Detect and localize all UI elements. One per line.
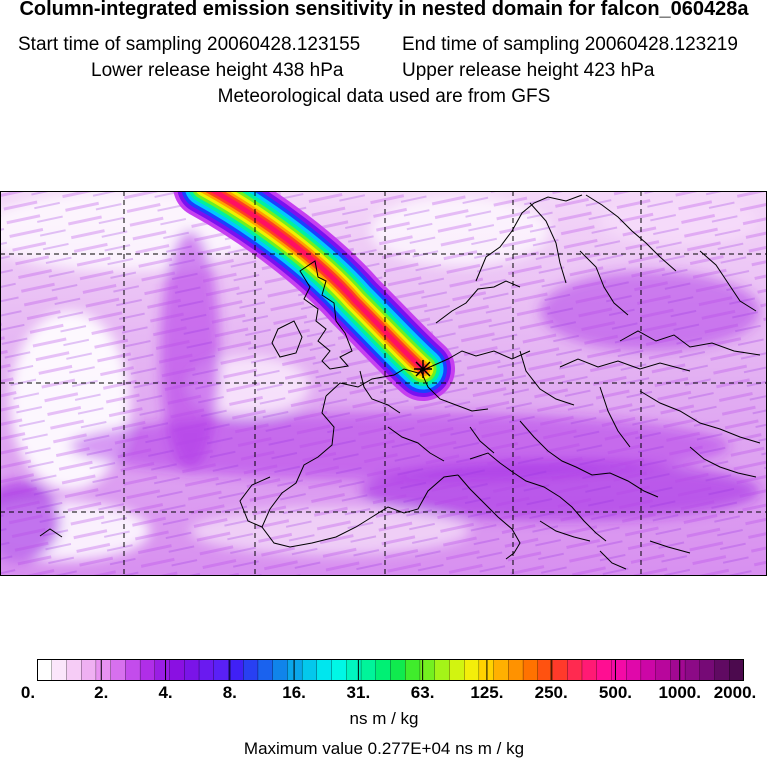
- colorbar-cell: [522, 659, 539, 681]
- release-point-marker: [414, 360, 432, 378]
- plot-title: Column-integrated emission sensitivity i…: [19, 0, 749, 20]
- colorbar-cell: [463, 659, 480, 681]
- colorbar-cell: [581, 659, 598, 681]
- colorbar-cell: [434, 659, 451, 681]
- colorbar-cell: [331, 659, 348, 681]
- colorbar-cell: [125, 659, 141, 681]
- colorbar-cell: [51, 659, 68, 681]
- colorbar-tick-label: 1000.: [658, 683, 701, 702]
- met-data-label: Meteorological data used are from GFS: [217, 86, 551, 107]
- colorbar-tick-label: 16.: [282, 683, 306, 702]
- colorbar-tick-label: 2.: [94, 683, 109, 702]
- colorbar-cell: [110, 659, 127, 681]
- colorbar-cell: [228, 659, 244, 681]
- colorbar-tick-label: 0.: [20, 683, 36, 702]
- colorbar-tick-label: 125.: [470, 683, 504, 702]
- colorbar-cell: [640, 659, 657, 681]
- colorbar-cell: [729, 659, 744, 681]
- maximum-value-label: Maximum value 0.277E+04 ns m / kg: [243, 739, 525, 758]
- colorbar-cell: [375, 659, 392, 681]
- colorbar-tick-label: 8.: [222, 683, 237, 702]
- colorbar-tick-label: 63.: [410, 683, 435, 702]
- colorbar-cell: [390, 659, 406, 681]
- colorbar-cell: [213, 659, 230, 681]
- colorbar-cell: [611, 659, 627, 681]
- colorbar-cell: [198, 659, 215, 681]
- upper-release-height-label: Upper release height 423 hPa: [402, 60, 655, 81]
- end-time-label: End time of sampling 20060428.123219: [402, 34, 738, 55]
- coastlines-and-borders: [39, 194, 761, 570]
- colorbar-tick-label: 2000.: [713, 683, 757, 702]
- colorbar: [37, 659, 744, 681]
- colorbar-cell: [95, 659, 112, 681]
- colorbar-cell: [552, 659, 569, 681]
- colorbar-cell: [670, 659, 686, 681]
- colorbar-cell: [360, 659, 377, 681]
- start-time-label: Start time of sampling 20060428.123155: [18, 34, 361, 55]
- lat-lon-grid: [0, 191, 767, 576]
- colorbar-cell: [596, 659, 613, 681]
- colorbar-cell: [567, 659, 583, 681]
- colorbar-units-label: ns m / kg: [349, 709, 419, 728]
- colorbar-cell: [169, 659, 186, 681]
- colorbar-cell: [493, 659, 510, 681]
- colorbar-cell: [287, 659, 303, 681]
- colorbar-cell: [684, 659, 701, 681]
- colorbar-cell: [66, 659, 82, 681]
- colorbar-cell: [243, 659, 259, 681]
- colorbar-cell: [655, 659, 672, 681]
- colorbar-cell: [272, 659, 289, 681]
- colorbar-tick-label: 500.: [598, 683, 632, 702]
- colorbar-cell: [714, 659, 731, 681]
- colorbar-tick-label: 250.: [534, 683, 568, 702]
- plume-band: [208, 191, 426, 372]
- colorbar-cell: [81, 659, 97, 681]
- emission-sensitivity-map: [0, 191, 767, 576]
- colorbar-cell: [184, 659, 200, 681]
- map-canvas: [0, 191, 767, 576]
- colorbar-cell: [508, 659, 524, 681]
- colorbar-tick-label: 4.: [158, 683, 173, 702]
- colorbar-cell: [154, 659, 171, 681]
- colorbar-cell: [699, 659, 716, 681]
- colorbar-tick-label: 31.: [346, 683, 371, 702]
- colorbar-cell: [257, 659, 274, 681]
- plume-footprint: [173, 191, 455, 401]
- colorbar-cell: [346, 659, 362, 681]
- colorbar-cell: [626, 659, 642, 681]
- colorbar-cell: [316, 659, 333, 681]
- colorbar-cell: [301, 659, 318, 681]
- map-frame: [0, 191, 767, 576]
- colorbar-cell: [449, 659, 465, 681]
- colorbar-cell: [139, 659, 156, 681]
- lower-release-height-label: Lower release height 438 hPa: [91, 60, 344, 81]
- colorbar-cell: [37, 659, 53, 681]
- colorbar-cell: [405, 659, 421, 681]
